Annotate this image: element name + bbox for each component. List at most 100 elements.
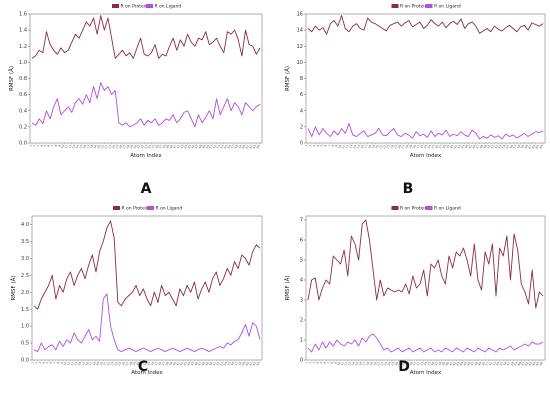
- x-tick-label: 28: [401, 361, 406, 366]
- y-tick-label: 1.0: [21, 324, 29, 330]
- x-tick-label: 42: [179, 361, 184, 366]
- x-tick-label: 25: [393, 144, 398, 149]
- x-tick-label: 44: [459, 361, 464, 366]
- x-tick-label: 52: [488, 361, 493, 366]
- y-tick-label: 6: [300, 92, 303, 98]
- x-tick-label: 24: [387, 361, 392, 366]
- x-tick-label: 54: [219, 144, 224, 149]
- x-tick-label: 52: [215, 361, 220, 366]
- x-tick-label: 45: [190, 361, 195, 366]
- legend-entry: R on Ligand: [155, 4, 182, 10]
- x-tick-label: 33: [419, 361, 424, 366]
- x-tick-label: 29: [129, 144, 134, 149]
- series-line-ligand: [31, 82, 261, 128]
- x-tick-label: 60: [524, 144, 529, 149]
- x-axis-label: Atom Index: [130, 153, 162, 159]
- x-tick-label: 17: [363, 144, 368, 149]
- x-tick-label: 18: [91, 361, 96, 366]
- series-line-protein: [307, 15, 544, 35]
- x-axis-label: Atom Index: [131, 370, 163, 376]
- legend-swatch: [113, 206, 120, 210]
- x-tick-label: 60: [245, 361, 250, 366]
- y-tick-label: 1.5: [21, 307, 29, 313]
- y-tick-label: 10: [297, 60, 303, 66]
- x-tick-label: 1: [30, 361, 34, 365]
- x-tick-label: 34: [427, 144, 432, 149]
- x-tick-label: 48: [473, 361, 478, 366]
- x-tick-label: 22: [103, 144, 108, 149]
- x-tick-label: 29: [405, 361, 410, 366]
- x-tick-label: 6: [323, 361, 327, 365]
- x-tick-label: 6: [47, 144, 51, 148]
- x-tick-label: 56: [509, 144, 514, 149]
- x-tick-label: 46: [190, 144, 195, 149]
- x-tick-label: 23: [386, 144, 391, 149]
- x-tick-label: 35: [153, 361, 158, 366]
- x-tick-label: 26: [394, 361, 399, 366]
- x-tick-label: 49: [477, 361, 482, 366]
- x-tick-label: 14: [352, 144, 357, 149]
- legend-swatch: [146, 4, 153, 8]
- legend-swatch: [147, 206, 154, 210]
- panel-letter: C: [138, 359, 148, 375]
- x-tick-label: 48: [198, 144, 203, 149]
- x-tick-label: 63: [528, 361, 533, 366]
- x-tick-label: 7: [52, 361, 56, 365]
- x-tick-label: 10: [337, 144, 342, 149]
- x-tick-label: 55: [505, 144, 510, 149]
- x-tick-label: 62: [531, 144, 536, 149]
- x-tick-label: 3: [312, 361, 316, 365]
- x-tick-label: 62: [524, 361, 529, 366]
- x-tick-label: 39: [441, 361, 446, 366]
- x-tick-label: 43: [179, 144, 184, 149]
- x-tick-label: 37: [434, 361, 439, 366]
- x-tick-label: 13: [348, 144, 353, 149]
- x-tick-label: 31: [415, 144, 420, 149]
- x-tick-label: 52: [212, 144, 217, 149]
- x-tick-label: 24: [389, 144, 394, 149]
- x-tick-label: 2: [308, 361, 312, 365]
- y-tick-label: 3.5: [21, 239, 29, 245]
- legend-entry: R on Protein: [122, 206, 150, 212]
- x-tick-label: 50: [205, 144, 210, 149]
- plot-area: [31, 215, 263, 361]
- x-tick-label: 37: [161, 361, 166, 366]
- x-tick-label: 29: [408, 144, 413, 149]
- y-tick-label: 0.0: [19, 141, 27, 147]
- x-tick-label: 43: [455, 361, 460, 366]
- x-tick-label: 41: [453, 144, 458, 149]
- x-tick-label: 16: [84, 361, 89, 366]
- x-tick-label: 47: [197, 361, 202, 366]
- x-tick-label: 32: [419, 144, 424, 149]
- legend-entry: R on Protein: [121, 4, 149, 10]
- x-tick-label: 22: [106, 361, 111, 366]
- x-tick-label: 44: [183, 144, 188, 149]
- x-tick-label: 53: [497, 144, 502, 149]
- x-tick-label: 27: [400, 144, 405, 149]
- panel-letter: B: [403, 181, 414, 197]
- x-tick-label: 29: [132, 361, 137, 366]
- x-tick-label: 53: [216, 144, 221, 149]
- x-tick-label: 26: [121, 361, 126, 366]
- x-tick-label: 5: [45, 361, 49, 365]
- x-tick-label: 15: [78, 144, 83, 149]
- x-tick-label: 5: [319, 144, 323, 148]
- x-tick-label: 44: [186, 361, 191, 366]
- x-tick-label: 49: [204, 361, 209, 366]
- y-tick-label: 8: [300, 76, 303, 82]
- x-tick-label: 54: [495, 361, 500, 366]
- x-tick-label: 27: [124, 361, 129, 366]
- x-tick-label: 5: [319, 361, 323, 365]
- x-tick-label: 51: [212, 361, 217, 366]
- x-tick-label: 41: [172, 144, 177, 149]
- x-tick-label: 36: [434, 144, 439, 149]
- x-tick-label: 18: [367, 144, 372, 149]
- x-tick-label: 64: [538, 144, 543, 149]
- x-tick-label: 38: [437, 361, 442, 366]
- y-tick-label: 0: [300, 358, 303, 364]
- x-tick-label: 38: [164, 361, 169, 366]
- x-tick-label: 19: [369, 361, 374, 366]
- x-tick-label: 53: [219, 361, 224, 366]
- x-tick-label: 40: [172, 361, 177, 366]
- x-tick-label: 55: [499, 361, 504, 366]
